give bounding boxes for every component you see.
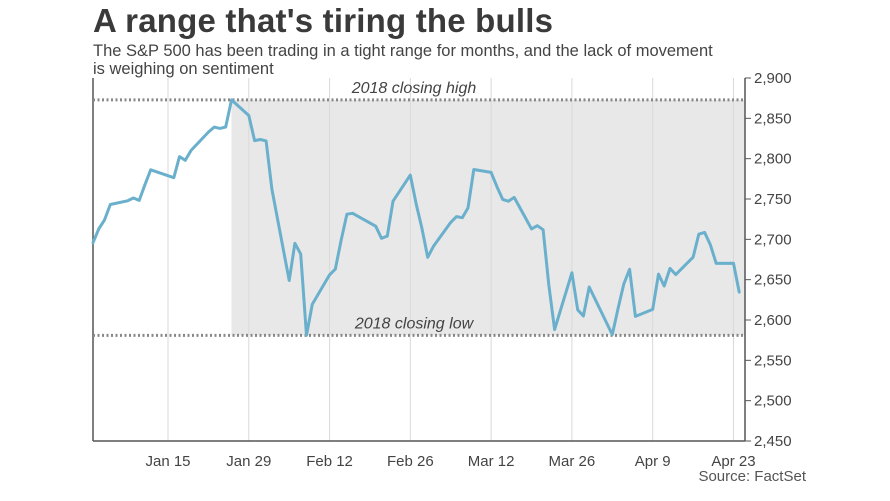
x-tick-label: Feb 12 [306,453,353,470]
x-tick-label: Apr 23 [711,453,755,470]
reference-line-label: 2018 closing high [351,80,477,97]
y-tick-label: 2,850 [754,110,792,127]
x-tick-label: Feb 26 [387,453,434,470]
y-tick-label: 2,900 [754,70,792,87]
source-note: Source: FactSet [698,468,806,485]
y-tick-label: 2,750 [754,191,792,208]
x-tick-label: Apr 9 [635,453,671,470]
y-tick-label: 2,800 [754,151,792,168]
y-tick-label: 2,550 [754,352,792,369]
chart-subtitle: The S&P 500 has been trading in a tight … [93,42,713,78]
y-tick-label: 2,600 [754,312,792,329]
range-shading [231,99,745,336]
y-tick-label: 2,450 [754,433,792,450]
x-tick-label: Mar 26 [549,453,596,470]
reference-line-label: 2018 closing low [354,315,475,332]
y-tick-label: 2,650 [754,272,792,289]
chart-title: A range that's tiring the bulls [93,2,554,39]
x-tick-label: Jan 15 [145,453,190,470]
x-tick-label: Jan 29 [226,453,271,470]
y-tick-label: 2,700 [754,231,792,248]
x-tick-label: Mar 12 [468,453,515,470]
series-line [91,98,741,337]
y-tick-label: 2,500 [754,393,792,410]
